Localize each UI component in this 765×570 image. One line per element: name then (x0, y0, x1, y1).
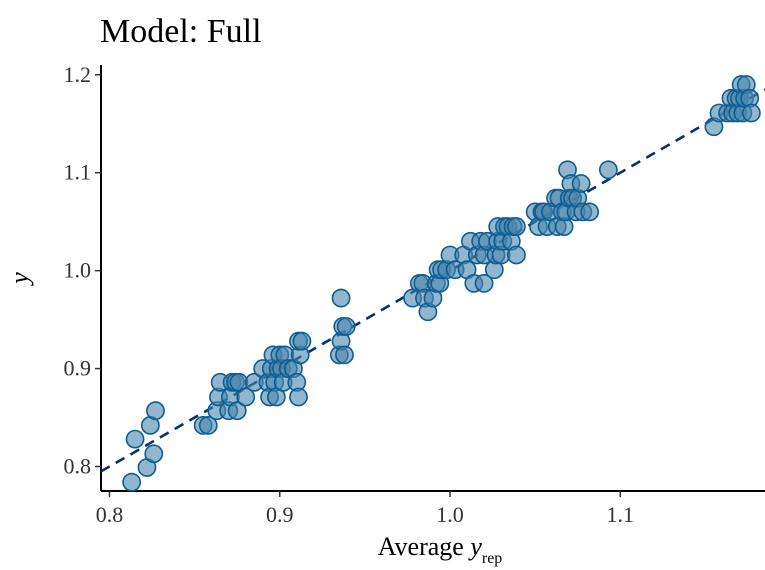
y-axis-ticks: 0.8 0.9 1.0 1.1 1.2 (64, 62, 101, 479)
x-axis-title: Average yrep (378, 532, 503, 567)
y-tick-label: 0.9 (64, 356, 92, 381)
data-point (125, 429, 145, 449)
data-point (227, 401, 247, 421)
data-point (507, 245, 526, 265)
chart-title: Model: Full (100, 13, 262, 50)
x-axis-ticks: 0.8 0.9 1.0 1.1 (96, 491, 634, 527)
data-point (292, 331, 312, 351)
x-axis-title-main: Average (378, 532, 471, 561)
data-point (571, 174, 591, 193)
plot-area: 0.8 0.9 1.0 1.1 0.8 0.9 1.0 1.1 1.2 (64, 62, 765, 527)
y-axis-title: y (5, 272, 34, 287)
data-point (122, 472, 142, 492)
data-point (598, 160, 618, 180)
y-tick-label: 1.1 (64, 160, 92, 185)
data-point (335, 345, 354, 365)
x-axis-title-var: y (467, 532, 482, 561)
y-tick-label: 0.8 (64, 454, 92, 479)
data-point (507, 217, 526, 236)
data-point (289, 387, 308, 407)
y-tick-label: 1.0 (64, 258, 92, 283)
x-tick-label: 1.1 (607, 502, 635, 527)
data-point (146, 401, 165, 421)
data-point (741, 103, 761, 123)
data-point (336, 317, 356, 336)
y-tick-label: 1.2 (64, 62, 92, 87)
data-point (474, 273, 494, 293)
data-point (144, 444, 164, 464)
x-axis-title-subscript: rep (482, 550, 502, 567)
data-point (198, 415, 218, 435)
data-point (331, 288, 351, 308)
x-tick-label: 1.0 (436, 502, 464, 527)
points-group (122, 75, 761, 492)
data-point (580, 202, 600, 222)
x-tick-label: 0.9 (266, 502, 294, 527)
data-point (236, 387, 256, 407)
x-tick-label: 0.8 (96, 502, 124, 527)
